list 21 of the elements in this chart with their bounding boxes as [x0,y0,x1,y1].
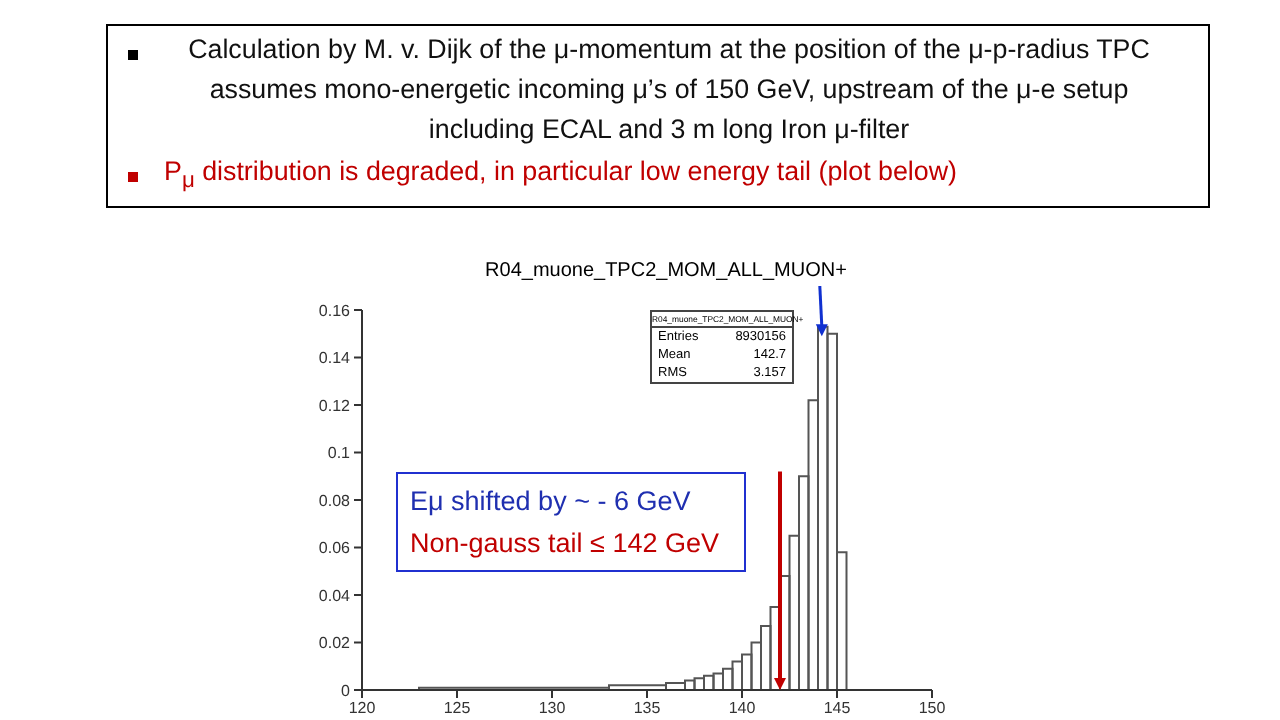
y-tick-label: 0 [341,681,352,700]
text: Calculation by M. v. Dijk of the μ-momentum at the position of the μ-p-radius TPC assumes mono-energetic incoming μ’s of 150 GeV, upstream of the μ-e setup including ECAL and 3 m long Iron μ-filter [186,32,1152,148]
annotation: Eμ shifted by ~ - 6 GeV [410,484,693,520]
x-tick-label: 140 [728,699,757,718]
y-tick-label: 0.06 [318,539,352,558]
x-tick-label: 125 [443,699,472,718]
y-tick-label: 0.16 [318,301,352,320]
y-tick-label: 0.12 [318,396,352,415]
y-tick-label: 0.1 [327,444,352,463]
y-tick-label: 0.04 [318,586,352,605]
y-tick-label: 0.02 [318,634,352,653]
x-tick-label: 135 [633,699,662,718]
text: P$_{μ}$ distribution is degraded, in particular low energy tail (plot below) [164,154,959,198]
x-tick-label: 150 [918,699,947,718]
y-tick-label: 0.08 [318,491,352,510]
x-tick-label: 130 [538,699,567,718]
y-tick-label: 0.14 [318,349,352,368]
x-tick-label: 145 [823,699,852,718]
annotation: Non-gauss tail ≤ 142 GeV [410,526,721,562]
x-tick-label: 120 [348,699,377,718]
chart-title: R04_muone_TPC2_MOM_ALL_MUON+ [483,260,849,282]
